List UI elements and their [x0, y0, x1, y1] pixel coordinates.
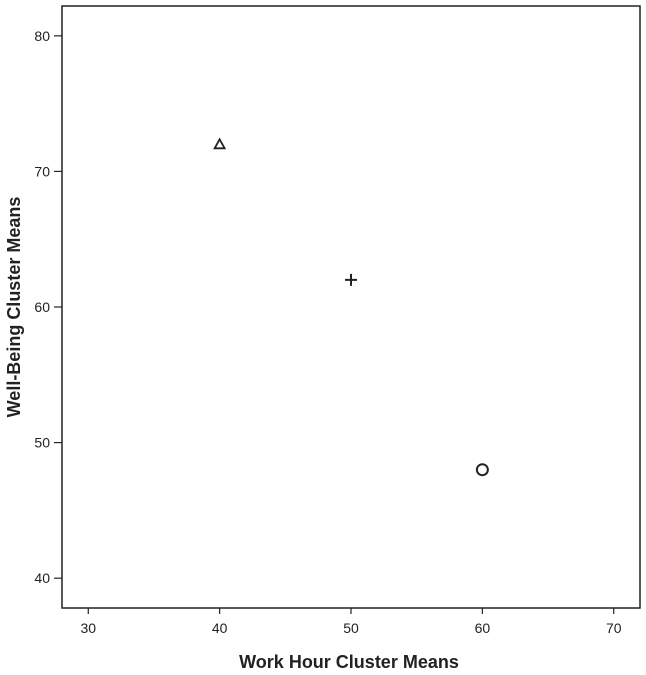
- y-tick-label: 70: [34, 163, 50, 179]
- y-axis-ticks: 40 50 60 70 80: [34, 28, 62, 586]
- plot-frame: [61, 5, 641, 609]
- x-tick-label: 50: [343, 620, 359, 636]
- data-point-triangle: [213, 137, 227, 150]
- x-tick-label: 40: [212, 620, 228, 636]
- x-axis-ticks: 30 40 50 60 70: [80, 608, 622, 636]
- y-axis-title: Well-Being Cluster Means: [4, 197, 24, 418]
- y-tick-label: 50: [34, 435, 50, 451]
- data-point-plus: [345, 273, 357, 286]
- y-tick-label: 80: [34, 28, 50, 44]
- y-tick-label: 40: [34, 570, 50, 586]
- y-tick-label: 60: [34, 299, 50, 315]
- x-tick-label: 30: [80, 620, 96, 636]
- x-tick-label: 70: [606, 620, 622, 636]
- x-tick-label: 60: [475, 620, 491, 636]
- data-point-circle: [475, 463, 489, 477]
- data-points: [213, 137, 489, 477]
- x-axis-title: Work Hour Cluster Means: [239, 652, 459, 672]
